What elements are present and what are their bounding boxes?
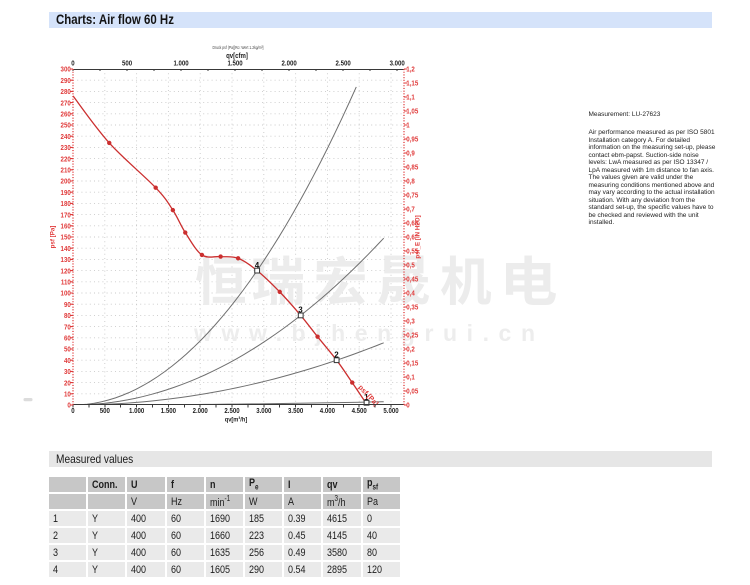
svg-text:1.000: 1.000 [129,408,144,416]
svg-text:240: 240 [61,133,71,141]
svg-text:2.500: 2.500 [336,60,351,68]
svg-text:280: 280 [61,89,71,97]
svg-text:2: 2 [334,350,339,359]
svg-text:0,05: 0,05 [406,388,418,396]
svg-text:1.000: 1.000 [173,60,188,68]
svg-text:70: 70 [64,324,71,332]
svg-text:160: 160 [61,223,71,231]
svg-text:1: 1 [406,122,410,130]
svg-text:2.500: 2.500 [224,408,239,416]
svg-text:0,15: 0,15 [406,360,418,368]
svg-text:500: 500 [122,60,132,68]
svg-text:0,85: 0,85 [406,164,418,172]
svg-text:120: 120 [61,268,71,276]
svg-text:50: 50 [64,346,71,354]
svg-text:0,2: 0,2 [406,346,415,354]
svg-text:0,65: 0,65 [406,220,418,228]
svg-text:qv[m³/h]: qv[m³/h] [225,416,247,424]
svg-text:20: 20 [64,380,71,388]
svg-text:2.000: 2.000 [193,408,208,416]
svg-text:1,05: 1,05 [406,108,418,116]
svg-text:1,15: 1,15 [406,80,418,88]
svg-text:210: 210 [61,167,71,175]
svg-text:0,3: 0,3 [406,318,415,326]
svg-text:0,5: 0,5 [406,262,415,270]
svg-text:170: 170 [61,212,71,220]
svg-text:0: 0 [67,402,71,410]
svg-text:0: 0 [406,402,410,410]
svg-text:3.500: 3.500 [288,408,303,416]
svg-text:3: 3 [298,306,303,315]
svg-text:40: 40 [64,357,71,365]
svg-text:4.500: 4.500 [352,408,367,416]
svg-text:90: 90 [64,301,71,309]
svg-text:3.000: 3.000 [390,60,405,68]
svg-text:250: 250 [61,122,71,130]
svg-text:psf_E [IN H2O]: psf_E [IN H2O] [415,215,422,258]
svg-text:0,35: 0,35 [406,304,418,312]
svg-text:100: 100 [61,290,71,298]
svg-text:0,4: 0,4 [406,290,415,298]
svg-text:260: 260 [61,111,71,119]
svg-text:220: 220 [61,156,71,164]
svg-text:Druck psf (Pa)[Ro: Wert 1.2kg/: Druck psf (Pa)[Ro: Wert 1.2kg/m³] [213,45,264,50]
svg-text:1.500: 1.500 [227,60,242,68]
svg-text:300: 300 [61,66,71,74]
svg-text:4: 4 [255,261,260,270]
svg-text:0,1: 0,1 [406,374,415,382]
svg-text:0,95: 0,95 [406,136,418,144]
svg-text:190: 190 [61,189,71,197]
svg-text:psf [Pa]: psf [Pa] [50,226,57,249]
svg-text:0,25: 0,25 [406,332,418,340]
svg-text:230: 230 [61,145,71,153]
svg-text:2.000: 2.000 [282,60,297,68]
svg-text:0: 0 [71,60,75,68]
svg-text:1: 1 [364,393,369,402]
svg-text:110: 110 [61,279,71,287]
svg-text:80: 80 [64,313,71,321]
svg-text:0,75: 0,75 [406,192,418,200]
svg-text:290: 290 [61,77,71,85]
svg-text:10: 10 [64,391,71,399]
svg-text:www.bjhengrui.cn: www.bjhengrui.cn [193,320,544,346]
svg-text:500: 500 [100,408,110,416]
svg-text:0,8: 0,8 [406,178,415,186]
svg-text:5.000: 5.000 [383,408,398,416]
svg-text:3.000: 3.000 [256,408,271,416]
svg-text:0,7: 0,7 [406,206,415,214]
svg-text:0,9: 0,9 [406,150,415,158]
svg-text:1.500: 1.500 [161,408,176,416]
svg-text:0,55: 0,55 [406,248,418,256]
svg-text:60: 60 [64,335,71,343]
svg-text:0: 0 [71,408,75,416]
svg-text:140: 140 [61,245,71,253]
svg-text:180: 180 [61,201,71,209]
svg-text:270: 270 [61,100,71,108]
svg-text:1,1: 1,1 [406,94,415,102]
svg-text:1,2: 1,2 [406,66,415,74]
svg-text:0,45: 0,45 [406,276,418,284]
svg-text:qv[cfm]: qv[cfm] [226,53,248,61]
svg-text:0,6: 0,6 [406,234,415,242]
svg-text:130: 130 [61,257,71,265]
svg-text:4.000: 4.000 [320,408,335,416]
svg-text:200: 200 [61,178,71,186]
svg-text:150: 150 [61,234,71,242]
svg-text:30: 30 [64,369,71,377]
